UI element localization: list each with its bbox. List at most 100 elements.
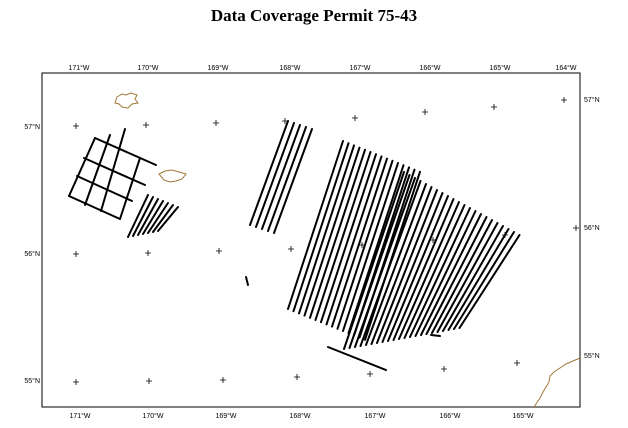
grid-track-vertical: [119, 157, 141, 220]
graticule-marker: [294, 374, 300, 380]
central-track: [292, 142, 350, 313]
grid-track-horizontal: [83, 157, 146, 186]
short-segment: [430, 334, 441, 337]
graticule-marker: [514, 360, 520, 366]
eastern-track: [420, 213, 482, 336]
lat-label-right: 56°N: [584, 224, 600, 232]
eastern-track: [381, 192, 444, 343]
graticule-marker: [561, 97, 567, 103]
lon-label-bottom: 168°W: [289, 412, 310, 420]
central-track: [309, 148, 366, 319]
lon-label-top: 164°W: [555, 64, 576, 72]
pribilof-track: [152, 204, 174, 233]
lon-label-bottom: 167°W: [364, 412, 385, 420]
st-paul-island: [114, 92, 139, 109]
short-segment: [245, 276, 249, 286]
eastern-track: [458, 234, 521, 329]
isolated-track: [255, 122, 295, 228]
central-track: [336, 159, 394, 330]
lat-label-right: 57°N: [584, 96, 600, 104]
lon-label-top: 171°W: [68, 64, 89, 72]
eastern-track: [453, 231, 515, 330]
graticule-marker: [146, 378, 152, 384]
pribilof-track: [132, 196, 154, 237]
central-track: [342, 162, 399, 332]
graticule-marker: [145, 250, 151, 256]
graticule-marker: [573, 225, 579, 231]
eastern-track: [354, 177, 416, 348]
eastern-track: [431, 219, 493, 334]
grid-track-vertical: [100, 128, 126, 212]
grid-track-horizontal: [76, 175, 133, 202]
lon-label-bottom: 165°W: [512, 412, 533, 420]
eastern-track: [442, 225, 504, 332]
lat-label-right: 55°N: [584, 352, 600, 360]
lon-label-top: 166°W: [419, 64, 440, 72]
crossing-track: [327, 346, 387, 371]
lat-label-left: 56°N: [24, 250, 40, 258]
eastern-track: [348, 174, 411, 349]
graticule-markers: [73, 97, 579, 385]
central-track: [314, 151, 372, 321]
bottom-longitude-labels: 171°W 170°W 169°W 168°W 167°W 166°W 165°…: [69, 412, 533, 420]
map-frame: [41, 72, 581, 408]
eastern-track: [403, 204, 466, 339]
pribilof-track: [127, 194, 149, 238]
central-track: [287, 140, 344, 310]
eastern-track: [370, 186, 433, 345]
graticule-marker: [73, 123, 79, 129]
lon-label-bottom: 171°W: [69, 412, 90, 420]
lat-label-left: 55°N: [24, 377, 40, 385]
map-title: Data Coverage Permit 75-43: [210, 6, 418, 25]
eastern-track: [343, 171, 405, 350]
top-longitude-labels: 171°W 170°W 169°W 168°W 167°W 166°W 165°…: [68, 64, 576, 72]
central-track: [347, 164, 405, 335]
lon-label-bottom: 170°W: [142, 412, 163, 420]
eastern-track: [425, 216, 488, 335]
lon-label-bottom: 166°W: [439, 412, 460, 420]
lon-label-top: 167°W: [349, 64, 370, 72]
lat-label-left: 57°N: [24, 123, 40, 131]
eastern-track: [376, 189, 438, 344]
eastern-track: [414, 210, 477, 337]
grid-track-horizontal: [68, 195, 121, 220]
eastern-track: [436, 222, 499, 333]
pribilof-track: [137, 198, 159, 236]
st-george-island: [158, 169, 187, 183]
lon-label-top: 165°W: [489, 64, 510, 72]
graticule-marker: [216, 248, 222, 254]
left-latitude-labels: 57°N 56°N 55°N: [24, 123, 40, 385]
alaska-peninsula-coast: [533, 357, 581, 408]
graticule-marker: [213, 120, 219, 126]
isolated-track: [267, 126, 307, 232]
grid-track-vertical: [84, 134, 111, 206]
lon-label-top: 169°W: [207, 64, 228, 72]
lon-label-bottom: 169°W: [215, 412, 236, 420]
central-track: [298, 144, 355, 315]
pribilof-track: [157, 206, 179, 232]
grid-track-vertical: [68, 137, 96, 197]
graticule-marker: [441, 366, 447, 372]
graticule-marker: [422, 109, 428, 115]
graticule-marker: [73, 251, 79, 257]
graticule-marker: [73, 379, 79, 385]
right-latitude-labels: 57°N 56°N 55°N: [584, 96, 600, 360]
coastlines: [114, 92, 581, 408]
isolated-track: [249, 120, 289, 226]
eastern-track: [392, 198, 455, 341]
lon-label-top: 170°W: [137, 64, 158, 72]
graticule-marker: [352, 115, 358, 121]
isolated-track: [273, 128, 313, 234]
survey-tracklines: [68, 120, 521, 371]
graticule-marker: [220, 377, 226, 383]
central-track: [303, 146, 361, 317]
lon-label-top: 168°W: [279, 64, 300, 72]
eastern-track: [447, 228, 510, 331]
pribilof-track: [147, 202, 169, 234]
eastern-track: [409, 207, 471, 338]
graticule-marker: [288, 246, 294, 252]
graticule-marker: [143, 122, 149, 128]
eastern-track: [365, 183, 427, 346]
eastern-track: [387, 195, 449, 342]
